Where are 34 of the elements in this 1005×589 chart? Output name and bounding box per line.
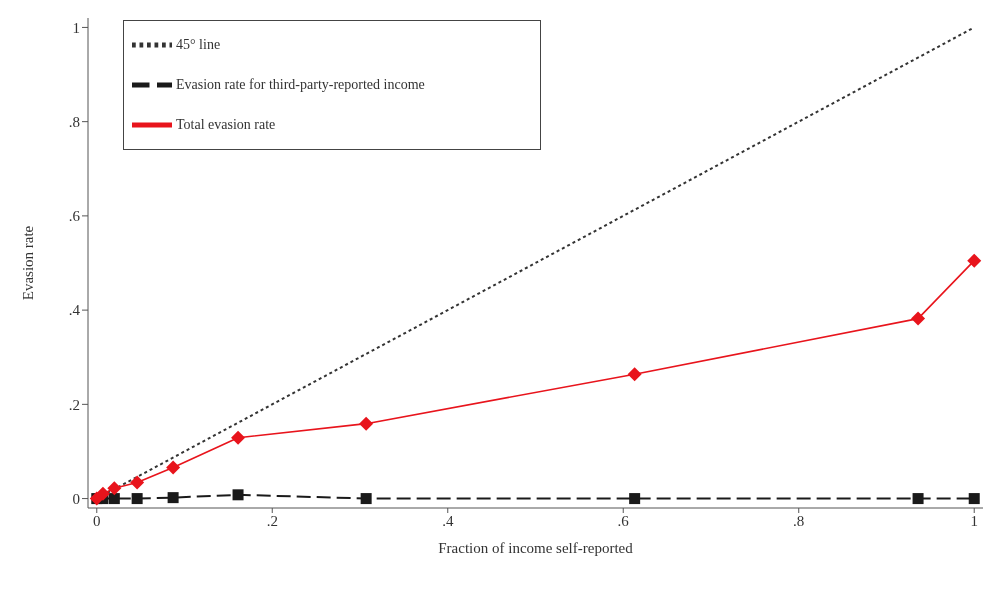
point <box>967 253 982 268</box>
point <box>360 493 372 505</box>
point <box>359 416 374 431</box>
point <box>232 489 244 501</box>
point <box>968 493 980 505</box>
x-tick-label: .6 <box>617 512 630 529</box>
y-tick-label: .6 <box>68 208 81 225</box>
x-tick-label: .4 <box>442 512 454 529</box>
y-axis-title: Evasion rate <box>20 225 37 301</box>
x-axis-title: Fraction of income self-reported <box>438 540 634 556</box>
point <box>107 481 122 496</box>
point <box>627 367 642 382</box>
point <box>95 486 110 501</box>
legend-label: 45° line <box>176 36 221 52</box>
point <box>166 460 181 475</box>
x-tick-label: 0 <box>93 512 101 529</box>
point <box>912 493 924 505</box>
y-tick-label: 0 <box>72 490 80 507</box>
point <box>108 493 120 505</box>
y-tick-label: .8 <box>68 113 80 130</box>
point <box>629 493 641 505</box>
legend-label: Total evasion rate <box>176 116 276 132</box>
point <box>131 493 143 505</box>
y-tick-label: .4 <box>68 302 81 319</box>
point <box>911 311 926 326</box>
y-tick-label: .2 <box>68 396 80 413</box>
x-tick-label: .8 <box>793 512 805 529</box>
point <box>231 430 246 445</box>
point <box>167 492 179 504</box>
x-tick-label: 1 <box>970 512 978 529</box>
y-tick-label: 1 <box>72 19 80 36</box>
x-tick-label: .2 <box>266 512 278 529</box>
legend-label: Evasion rate for third-party-reported income <box>176 76 425 92</box>
point <box>130 475 145 490</box>
